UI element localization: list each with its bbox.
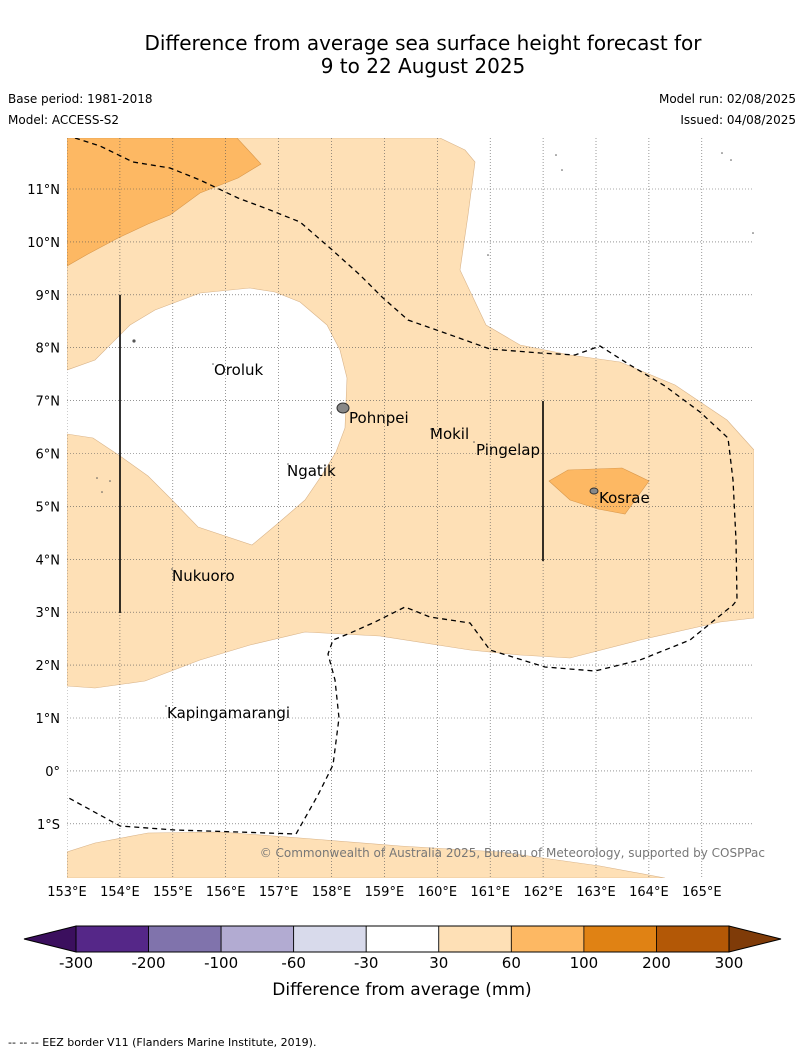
- colorbar: -300 -200 -100 -60 -30 30 60 100 200 300 Differen…: [23, 925, 782, 1000]
- place-kapingamarangi: Kapingamarangi: [167, 704, 290, 722]
- colorbar-segment: [220, 925, 295, 953]
- latitude-tick-label: 1°N: [36, 712, 61, 727]
- longitude-tick-label: 156°E: [206, 885, 246, 900]
- model-run: Model run: 02/08/2025: [658, 92, 796, 106]
- longitude-tick-label: 162°E: [523, 885, 563, 900]
- map-title: Difference from average sea surface heig…: [0, 32, 804, 78]
- title-line-1: Difference from average sea surface heig…: [144, 31, 702, 55]
- latitude-tick-label: 3°N: [36, 606, 61, 621]
- latitude-labels: 11°N 10°N 9°N 8°N 7°N 6°N 5°N 4°N 3°N 2°N 1°N 0° 1°S: [27, 183, 60, 833]
- colorbar-tick-label: -200: [132, 954, 166, 972]
- longitude-tick-label: 163°E: [576, 885, 616, 900]
- map-plot-area: Oroluk Pohnpei Mokil Pingelap Ngatik Kos…: [67, 138, 754, 878]
- graticule: [67, 138, 754, 878]
- latitude-tick-label: 7°N: [36, 395, 61, 410]
- eez-footnote: -- -- -- EEZ border V11 (Flanders Marine…: [8, 1036, 317, 1049]
- issued-date: Issued: 04/08/2025: [680, 113, 796, 127]
- latitude-tick-label: 0°: [45, 765, 60, 780]
- anomaly-30-60-south: [67, 831, 666, 878]
- place-pingelap: Pingelap: [476, 441, 540, 459]
- colorbar-label: Difference from average (mm): [272, 980, 531, 1000]
- latitude-tick-label: 2°N: [36, 659, 61, 674]
- longitude-tick-label: 165°E: [682, 885, 722, 900]
- colorbar-segment: [438, 925, 512, 953]
- title-line-2: 9 to 22 August 2025: [320, 54, 526, 78]
- map-figure: Oroluk Pohnpei Mokil Pingelap Ngatik Kos…: [23, 138, 782, 1000]
- longitude-tick-label: 164°E: [629, 885, 669, 900]
- latitude-tick-label: 10°N: [27, 236, 60, 251]
- latitude-tick-label: 1°S: [37, 818, 60, 833]
- place-nukuoro: Nukuoro: [172, 567, 235, 585]
- colorbar-segment: [656, 925, 730, 953]
- colorbar-tick-label: 60: [502, 954, 521, 972]
- colorbar-tick-label: 30: [429, 954, 448, 972]
- colorbar-tick-label: -100: [204, 954, 238, 972]
- latitude-tick-label: 11°N: [27, 183, 60, 198]
- longitude-tick-label: 161°E: [470, 885, 510, 900]
- anomaly-60-100-northwest: [67, 138, 262, 267]
- pohnpei-island: [336, 402, 350, 414]
- colorbar-tick-label: -60: [281, 954, 306, 972]
- latitude-tick-label: 9°N: [36, 289, 61, 304]
- longitude-tick-label: 154°E: [100, 885, 140, 900]
- colorbar-tick-label: 200: [642, 954, 671, 972]
- latitude-tick-label: 6°N: [36, 448, 61, 463]
- place-pohnpei: Pohnpei: [349, 409, 409, 427]
- longitude-tick-label: 155°E: [153, 885, 193, 900]
- small-islets: [96, 152, 754, 707]
- colorbar-tick-label: 100: [570, 954, 599, 972]
- colorbar-tick-label: -30: [354, 954, 379, 972]
- place-ngatik: Ngatik: [287, 462, 336, 480]
- colorbar-segment: [583, 925, 657, 953]
- colorbar-min-arrow: [23, 925, 77, 953]
- longitude-tick-label: 158°E: [312, 885, 352, 900]
- latitude-tick-label: 8°N: [36, 342, 61, 357]
- colorbar-segment: [510, 925, 585, 953]
- place-oroluk: Oroluk: [214, 361, 263, 379]
- place-kosrae: Kosrae: [599, 489, 650, 507]
- base-period: Base period: 1981-2018: [8, 92, 153, 106]
- anomaly-60-100-kosrae: [548, 467, 650, 515]
- longitude-tick-label: 153°E: [47, 885, 87, 900]
- anomaly-30-60-region: [67, 138, 754, 689]
- latitude-tick-label: 4°N: [36, 553, 61, 568]
- colorbar-segment: [293, 925, 367, 953]
- longitude-tick-label: 157°E: [259, 885, 299, 900]
- colorbar-tick-label: 300: [715, 954, 744, 972]
- latitude-tick-label: 5°N: [36, 500, 61, 515]
- kosrae-island: [589, 487, 599, 495]
- colorbar-max-arrow: [728, 925, 782, 953]
- colorbar-segment: [75, 925, 149, 953]
- colorbar-segment: [148, 925, 222, 953]
- longitude-labels: 153°E 154°E 155°E 156°E 157°E 158°E 159°E 160°E…: [47, 885, 721, 900]
- model-name: Model: ACCESS-S2: [8, 113, 120, 127]
- longitude-tick-label: 160°E: [418, 885, 458, 900]
- copyright-notice: © Commonwealth of Australia 2025, Bureau…: [260, 846, 765, 860]
- place-mokil: Mokil: [430, 425, 469, 443]
- colorbar-tick-label: -300: [59, 954, 93, 972]
- colorbar-segment: [365, 925, 440, 953]
- longitude-tick-label: 159°E: [365, 885, 405, 900]
- eez-border: [67, 138, 738, 835]
